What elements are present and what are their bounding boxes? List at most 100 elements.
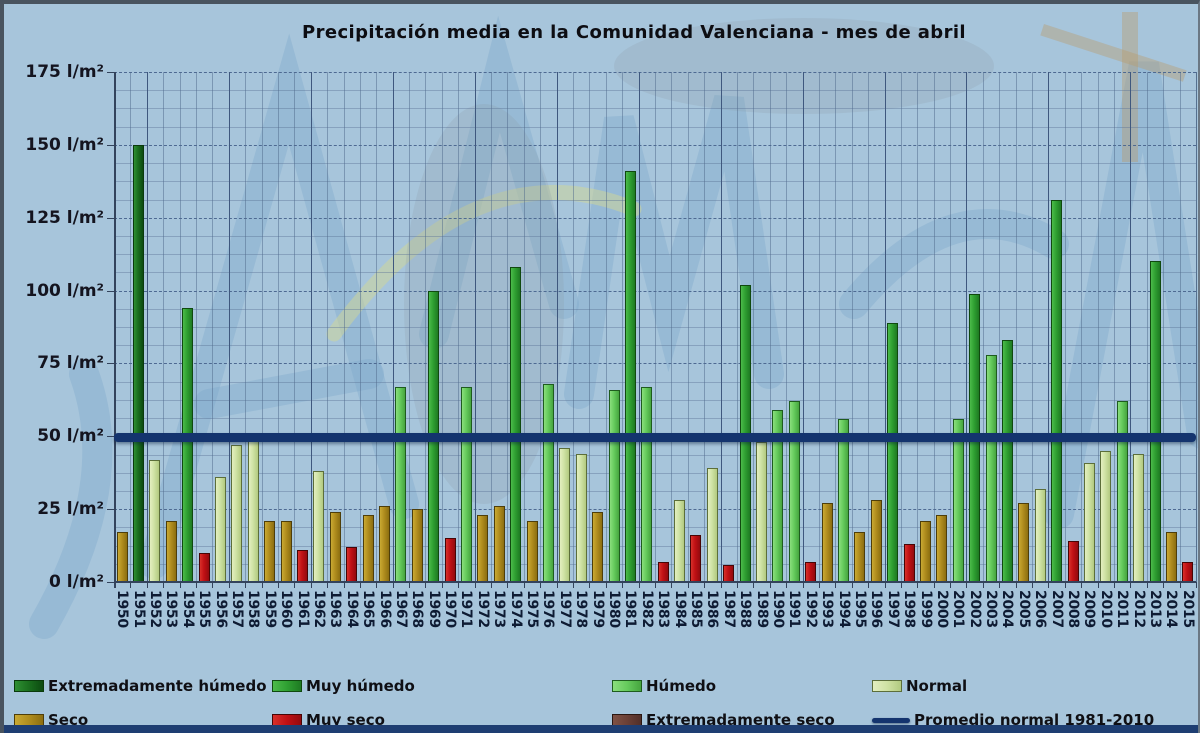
grid-line-v <box>212 72 214 582</box>
grid-line-v <box>933 72 935 582</box>
grid-line-v <box>277 72 279 582</box>
legend-item-3: Húmedo <box>612 676 716 696</box>
y-tick-label: 50 l/m² <box>37 426 104 447</box>
grid-line-v <box>146 72 148 582</box>
y-tick-label: 125 l/m² <box>25 207 104 228</box>
grid-line-v <box>835 72 837 582</box>
grid-line-v <box>1179 72 1181 582</box>
grid-line-v <box>950 72 952 582</box>
x-tick <box>655 582 656 588</box>
x-tick <box>228 582 230 588</box>
grid-line-v <box>1081 72 1083 582</box>
y-tick-label: 25 l/m² <box>37 499 104 520</box>
grid-line-v <box>327 72 329 582</box>
x-tick <box>1064 582 1066 588</box>
grid-line-v <box>982 72 984 582</box>
grid-line-v <box>868 72 870 582</box>
chart-legend: Extremadamente húmedo Muy húmedo Húmedo Nor… <box>4 4 1198 733</box>
x-tick <box>687 582 689 588</box>
x-tick <box>277 582 279 588</box>
x-tick <box>966 582 968 588</box>
x-tick <box>245 582 247 588</box>
x-tick <box>769 582 771 588</box>
grid-line-v <box>769 72 771 582</box>
grid-line-v <box>720 72 722 582</box>
y-tick-label: 75 l/m² <box>37 353 104 374</box>
grid-line-v <box>622 72 624 582</box>
grid-line-v <box>507 72 509 582</box>
x-tick <box>507 582 509 588</box>
x-tick <box>736 582 738 588</box>
grid-line-v <box>376 72 378 582</box>
grid-line-v <box>228 72 230 582</box>
x-tick <box>540 582 542 588</box>
x-tick <box>835 582 837 588</box>
x-tick <box>1015 582 1017 588</box>
grid-line-v <box>589 72 591 582</box>
x-tick <box>1048 582 1050 588</box>
grid-line-v <box>638 72 640 582</box>
grid-line-v <box>343 72 345 582</box>
x-tick <box>458 582 460 588</box>
grid-line-v <box>556 72 558 582</box>
x-tick <box>491 582 493 588</box>
x-tick <box>376 582 378 588</box>
grid-line-v <box>900 72 902 582</box>
y-tick <box>107 509 114 511</box>
grid-line-v <box>605 72 607 582</box>
legend-line-swatch <box>872 717 910 723</box>
x-axis-line <box>114 581 1196 583</box>
grid-line-v <box>1097 72 1099 582</box>
x-tick <box>704 582 706 588</box>
grid-line-v <box>1114 72 1116 582</box>
grid-line-v <box>655 72 656 582</box>
grid-line-v <box>294 72 296 582</box>
grid-line-v <box>786 72 788 582</box>
x-tick <box>589 582 591 588</box>
x-tick <box>327 582 329 588</box>
legend-color-swatch <box>612 680 642 692</box>
grid-line-v <box>1130 72 1132 582</box>
legend-item-8: Promedio normal 1981-2010 <box>872 710 1154 730</box>
grid-line-v <box>966 72 968 582</box>
grid-line-v <box>392 72 394 582</box>
y-tick <box>107 363 114 365</box>
grid-line-v <box>261 72 263 582</box>
grid-line-v <box>884 72 886 582</box>
grid-line-v <box>310 72 312 582</box>
legend-label: Muy húmedo <box>306 677 415 695</box>
plot-area <box>114 72 1197 588</box>
grid-line-v <box>409 72 411 582</box>
x-tick <box>753 582 755 588</box>
grid-line-v <box>1048 72 1050 582</box>
x-tick <box>1097 582 1099 588</box>
legend-color-swatch <box>14 680 44 692</box>
grid-line-v <box>245 72 247 582</box>
x-tick <box>950 582 952 588</box>
x-tick <box>851 582 853 588</box>
y-tick <box>107 582 114 583</box>
x-tick <box>343 582 345 588</box>
legend-label: Extremadamente seco <box>646 711 835 729</box>
x-tick <box>1146 582 1148 588</box>
x-tick <box>999 582 1001 588</box>
x-tick <box>1114 582 1116 588</box>
x-tick <box>605 582 607 588</box>
x-tick <box>900 582 902 588</box>
grid-line-v <box>1163 72 1165 582</box>
grid-line-v <box>195 72 197 582</box>
x-tick <box>622 582 624 588</box>
x-tick <box>523 582 525 588</box>
grid-line-v <box>163 72 165 582</box>
x-tick <box>1179 582 1181 588</box>
grid-line-v <box>753 72 755 582</box>
chart-title: Precipitación media en la Comunidad Vale… <box>301 22 966 43</box>
grid-line-v <box>1032 72 1034 582</box>
grid-line-v <box>802 72 804 582</box>
x-tick <box>409 582 411 588</box>
x-tick <box>195 582 197 588</box>
grid-line-v <box>1146 72 1148 582</box>
legend-label: Húmedo <box>646 677 717 695</box>
x-tick <box>261 582 263 588</box>
